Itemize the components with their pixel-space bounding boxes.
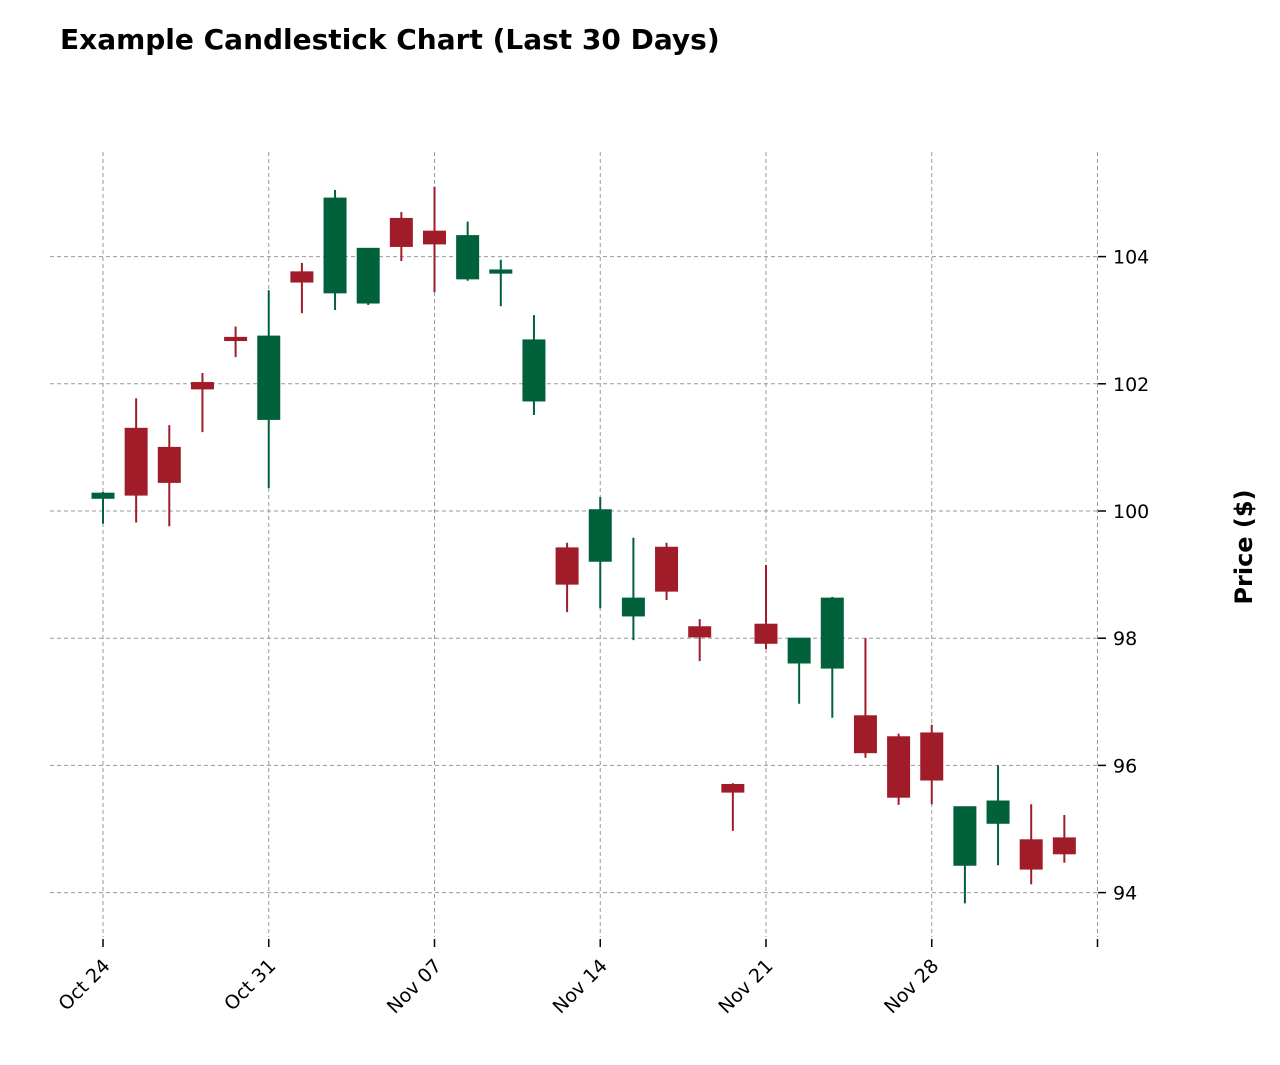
candle-down (190, 372, 214, 433)
candle-down (920, 724, 944, 805)
candle-body (1052, 837, 1076, 855)
candle-body (290, 271, 314, 283)
candle-down (555, 542, 579, 613)
candle-up (621, 537, 645, 641)
candle-down (754, 565, 778, 650)
candle-up (588, 497, 612, 609)
candle-body (124, 427, 148, 496)
candle-down (389, 212, 413, 262)
candle-body (853, 715, 877, 754)
candle-up (787, 637, 811, 704)
candle-body (423, 230, 446, 245)
candle-up (257, 290, 281, 489)
y-tick-label: 94 (1113, 883, 1137, 905)
candle-body (721, 783, 745, 793)
candle-down (224, 326, 248, 358)
candle-down (887, 733, 911, 805)
y-axis-label: Price ($) (1230, 489, 1258, 604)
x-tick-label: Oct 31 (220, 955, 280, 1015)
candle-body (1019, 839, 1043, 870)
y-tick-label: 96 (1113, 755, 1137, 777)
candle-down (423, 186, 446, 293)
candle-up (820, 596, 844, 718)
candle-body (688, 626, 712, 638)
x-tick-label: Nov 07 (383, 955, 446, 1018)
candle-body (91, 492, 115, 499)
candle-body (787, 637, 811, 664)
candle-body (555, 547, 579, 585)
candle-body (257, 335, 281, 420)
candle-down (721, 783, 745, 831)
candle-body (754, 623, 778, 644)
candle-body (588, 509, 612, 562)
y-tick-label: 104 (1113, 247, 1149, 269)
candle-body (224, 336, 248, 342)
y-tick-label: 100 (1113, 501, 1149, 523)
candle-body (157, 446, 181, 483)
candle-body (456, 235, 480, 280)
y-tick-label: 98 (1113, 628, 1137, 650)
candle-up (91, 491, 115, 524)
candle-up (323, 189, 347, 311)
candle-body (655, 546, 679, 592)
candle-up (953, 806, 977, 904)
candle-down (290, 262, 314, 314)
candle-up (356, 247, 380, 305)
candle-body (986, 800, 1010, 824)
candle-up (489, 259, 513, 307)
candle-body (356, 247, 380, 304)
candle-down (1019, 804, 1043, 885)
x-tick-label: Oct 24 (54, 955, 114, 1015)
candle-down (124, 398, 148, 523)
candle-body (323, 197, 347, 294)
y-tick-label: 102 (1113, 374, 1149, 396)
candle-body (920, 732, 944, 781)
candle-down (157, 425, 181, 527)
candle-up (522, 315, 546, 415)
candle-body (489, 269, 513, 274)
x-tick-label: Nov 21 (714, 955, 777, 1018)
candle-down (655, 542, 679, 601)
candle-body (887, 736, 911, 798)
candle-body (953, 806, 977, 866)
chart-title: Example Candlestick Chart (Last 30 Days) (60, 23, 720, 56)
candle-body (621, 597, 645, 617)
candle-down (853, 638, 877, 758)
candle-body (820, 597, 844, 669)
x-tick-label: Nov 28 (880, 955, 943, 1018)
candle-down (688, 619, 712, 662)
candle-up (986, 765, 1010, 866)
candle-down (1052, 815, 1076, 863)
candle-body (522, 339, 546, 402)
x-tick-label: Nov 14 (549, 955, 612, 1018)
candle-body (389, 217, 413, 247)
candle-body (190, 382, 214, 390)
candle-up (456, 221, 480, 281)
